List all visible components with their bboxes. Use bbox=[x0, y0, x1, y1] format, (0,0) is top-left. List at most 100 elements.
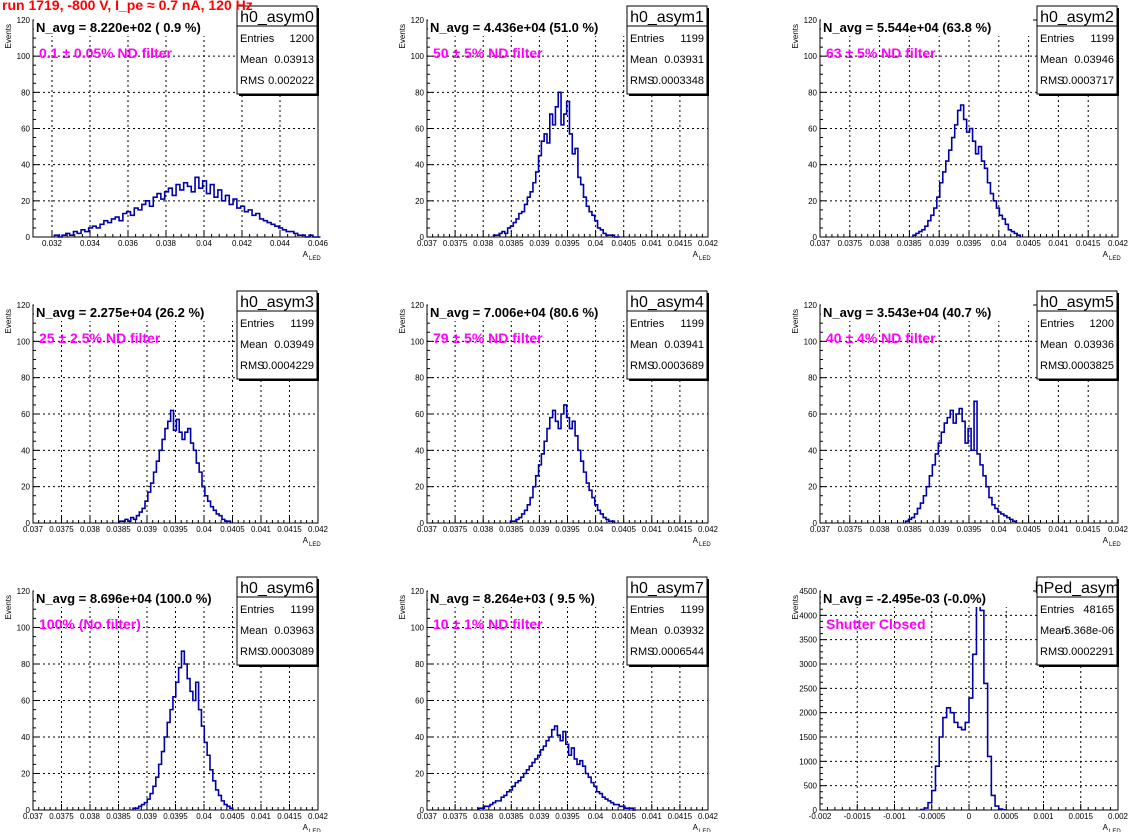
x-tick-label: 0.0385 bbox=[499, 525, 524, 534]
y-tick-label: 100 bbox=[411, 337, 425, 346]
navg-title-box: N_avg = 8.696e+04 (100.0 %) bbox=[34, 589, 246, 607]
y-axis-label: Events bbox=[398, 309, 407, 333]
x-tick-label: 0.042 bbox=[308, 812, 329, 821]
x-tick-label: 0.042 bbox=[1108, 525, 1129, 534]
x-tick-label: 0.042 bbox=[1108, 239, 1129, 248]
x-tick-label: 0.039 bbox=[929, 525, 950, 534]
navg-title-box: N_avg = -2.495e-03 (-0.0%) bbox=[821, 589, 1033, 607]
stat-value: 0.03913 bbox=[274, 54, 314, 66]
y-tick-label: 80 bbox=[21, 374, 30, 383]
stat-label: Mean bbox=[630, 339, 658, 351]
stat-value: 0.03932 bbox=[664, 625, 704, 637]
filter-annotation: 0.1 ± 0.05% ND filter bbox=[39, 45, 173, 61]
y-tick-label: 20 bbox=[21, 770, 30, 779]
x-tick-label: 0.037 bbox=[23, 812, 44, 821]
y-tick-label: 1000 bbox=[799, 757, 817, 766]
x-tick-label: 0.0415 bbox=[1076, 239, 1101, 248]
histogram-series bbox=[477, 725, 637, 811]
y-tick-label: 120 bbox=[17, 16, 31, 25]
x-tick-label: 0.0415 bbox=[277, 812, 302, 821]
x-tick-label: 0.037 bbox=[810, 239, 831, 248]
y-tick-label: 100 bbox=[17, 52, 31, 61]
y-tick-label: 0 bbox=[26, 233, 31, 242]
filter-annotation: 50 ± 5% ND filter bbox=[433, 45, 543, 61]
stat-label: Entries bbox=[240, 318, 275, 330]
y-tick-label: 100 bbox=[17, 337, 31, 346]
x-axis-label-subscript: LED bbox=[1109, 256, 1121, 262]
x-axis-label: A bbox=[1103, 823, 1109, 832]
y-tick-label: 60 bbox=[21, 125, 30, 134]
stat-value: 0.03931 bbox=[664, 54, 704, 66]
x-tick-label: 0.04 bbox=[588, 525, 604, 534]
x-tick-label: 0.039 bbox=[529, 525, 550, 534]
filter-annotation: 25 ± 2.5% ND filter bbox=[39, 330, 161, 346]
histogram-name: h0_asym5 bbox=[1040, 294, 1114, 311]
x-tick-label: 0.0395 bbox=[957, 525, 982, 534]
x-axis-label-subscript: LED bbox=[1109, 542, 1121, 548]
x-tick-label: 0.0375 bbox=[838, 239, 863, 248]
x-tick-label: 0.0395 bbox=[555, 525, 580, 534]
histogram-series bbox=[492, 91, 621, 238]
navg-label: N_avg = 4.436e+04 (51.0 %) bbox=[430, 20, 598, 35]
x-tick-label: 0.0395 bbox=[555, 812, 580, 821]
x-tick-label: 0.0015 bbox=[1069, 812, 1094, 821]
histogram-series bbox=[132, 650, 234, 810]
x-tick-label: 0.04 bbox=[588, 812, 604, 821]
histogram-series bbox=[118, 409, 232, 523]
stat-value: 1199 bbox=[1090, 33, 1114, 45]
histogram-name: hPed_asym bbox=[1035, 580, 1120, 597]
navg-label: N_avg = 8.696e+04 (100.0 %) bbox=[36, 591, 212, 606]
stat-value: 0.0003717 bbox=[1062, 75, 1114, 87]
y-tick-label: 40 bbox=[415, 161, 424, 170]
x-tick-label: 0.036 bbox=[118, 239, 139, 248]
stat-label: RMS bbox=[1040, 75, 1064, 87]
y-axis-label: Events bbox=[398, 24, 407, 48]
stats-box: h0_asym7 Entries 1199 Mean 0.03932 RMS0.00065… bbox=[626, 576, 709, 667]
x-tick-label: 0.039 bbox=[137, 812, 158, 821]
stats-box: h0_asym0 Entries 1200 Mean 0.03913 RMS 0.00202… bbox=[236, 5, 319, 96]
x-tick-label: 0.0385 bbox=[499, 239, 524, 248]
y-tick-label: 0 bbox=[26, 806, 31, 815]
stats-box: h0_asym2 Entries 1199 Mean 0.03946 RMS0.00037… bbox=[1036, 5, 1119, 96]
stat-value: 0.0004229 bbox=[262, 360, 314, 372]
x-tick-label: -0.0015 bbox=[844, 812, 872, 821]
y-tick-label: 1500 bbox=[799, 733, 817, 742]
x-tick-label: 0.0385 bbox=[106, 812, 131, 821]
stat-label: RMS bbox=[1040, 646, 1064, 658]
navg-label: N_avg = 8.264e+03 ( 9.5 %) bbox=[430, 591, 595, 606]
x-tick-label: 0.038 bbox=[80, 812, 101, 821]
y-tick-label: 500 bbox=[804, 782, 818, 791]
panel-h0_asym1: 0.037 0.0375 0.038 0.0385 0.039 0.0395 0.04 0.0… bbox=[398, 5, 719, 262]
stat-value: -5.368e-06 bbox=[1061, 625, 1114, 637]
x-tick-label: 0.042 bbox=[308, 525, 329, 534]
stat-label: Entries bbox=[240, 604, 275, 616]
x-tick-label: 0.0405 bbox=[1016, 525, 1041, 534]
y-tick-label: 120 bbox=[411, 587, 425, 596]
x-tick-label: 0.041 bbox=[642, 239, 663, 248]
navg-title-box: N_avg = 8.220e+02 ( 0.9 %) bbox=[34, 18, 246, 36]
stat-value: 0.03963 bbox=[274, 625, 314, 637]
filter-annotation: 79 ± 5% ND filter bbox=[433, 330, 543, 346]
stat-value: 1200 bbox=[1090, 318, 1114, 330]
x-tick-label: -0.001 bbox=[883, 812, 906, 821]
y-tick-label: 80 bbox=[415, 374, 424, 383]
histogram-name: h0_asym1 bbox=[630, 9, 704, 26]
x-axis-label: A bbox=[303, 536, 309, 545]
y-axis-label: Events bbox=[4, 24, 13, 48]
navg-label: N_avg = 8.220e+02 ( 0.9 %) bbox=[36, 20, 201, 35]
y-axis-label: Events bbox=[791, 24, 800, 48]
stat-value: 48165 bbox=[1083, 604, 1114, 616]
y-tick-label: 20 bbox=[808, 483, 817, 492]
stat-label: Entries bbox=[630, 604, 665, 616]
y-tick-label: 20 bbox=[415, 197, 424, 206]
stat-value: 0.03949 bbox=[274, 339, 314, 351]
x-tick-label: 0.04 bbox=[991, 239, 1007, 248]
histogram-name: h0_asym2 bbox=[1040, 9, 1114, 26]
stat-label: RMS bbox=[630, 360, 654, 372]
y-tick-label: 60 bbox=[808, 125, 817, 134]
x-tick-label: 0.0375 bbox=[49, 525, 74, 534]
x-axis-label: A bbox=[693, 250, 699, 259]
y-tick-label: 40 bbox=[808, 161, 817, 170]
x-axis-label: A bbox=[303, 823, 309, 832]
